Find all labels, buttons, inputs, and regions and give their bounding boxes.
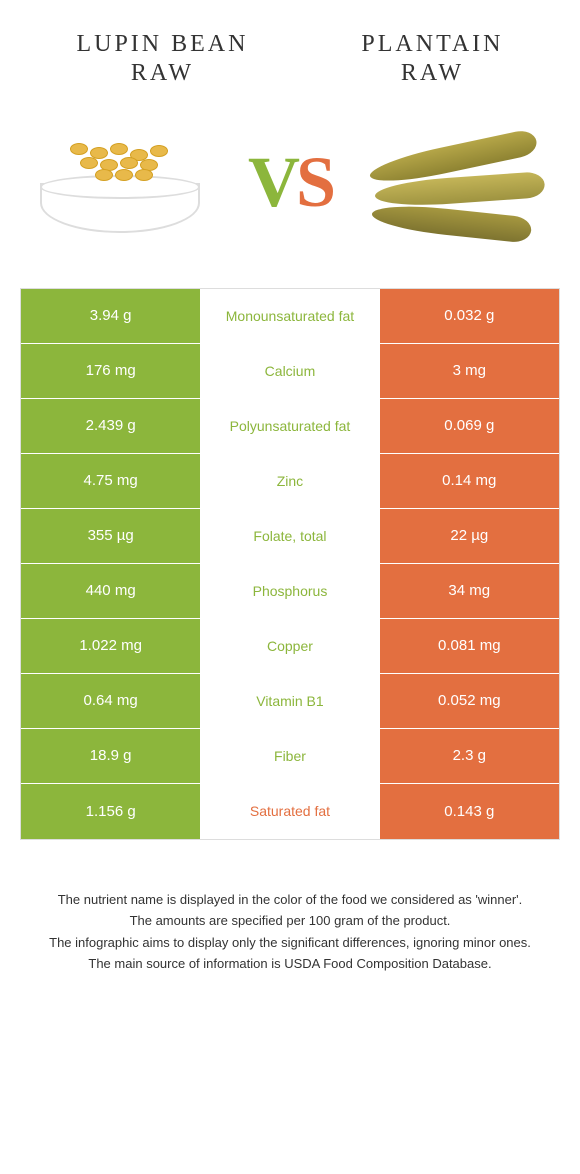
nutrient-name: Zinc — [200, 454, 379, 508]
right-food-image — [370, 123, 550, 243]
left-food-title: LUPIN BEAN RAW — [76, 30, 248, 88]
right-value: 0.14 mg — [380, 454, 559, 508]
nutrient-name: Phosphorus — [200, 564, 379, 618]
table-row: 176 mgCalcium3 mg — [21, 344, 559, 399]
right-value: 2.3 g — [380, 729, 559, 783]
table-row: 1.156 gSaturated fat0.143 g — [21, 784, 559, 839]
right-food-line2: RAW — [361, 59, 503, 88]
table-row: 2.439 gPolyunsaturated fat0.069 g — [21, 399, 559, 454]
left-value: 18.9 g — [21, 729, 200, 783]
right-value: 0.032 g — [380, 289, 559, 343]
right-value: 0.143 g — [380, 784, 559, 839]
hero-row: VS — [0, 98, 580, 278]
nutrient-name: Folate, total — [200, 509, 379, 563]
table-row: 440 mgPhosphorus34 mg — [21, 564, 559, 619]
nutrient-name: Vitamin B1 — [200, 674, 379, 728]
right-value: 34 mg — [380, 564, 559, 618]
left-value: 1.022 mg — [21, 619, 200, 673]
footer-line: The main source of information is USDA F… — [30, 954, 550, 974]
left-value: 4.75 mg — [21, 454, 200, 508]
comparison-table: 3.94 gMonounsaturated fat0.032 g176 mgCa… — [20, 288, 560, 840]
footer-line: The amounts are specified per 100 gram o… — [30, 911, 550, 931]
nutrient-name: Polyunsaturated fat — [200, 399, 379, 453]
right-value: 0.052 mg — [380, 674, 559, 728]
footer-line: The nutrient name is displayed in the co… — [30, 890, 550, 910]
header: LUPIN BEAN RAW PLANTAIN RAW — [0, 0, 580, 98]
vs-s: S — [296, 142, 332, 222]
right-value: 3 mg — [380, 344, 559, 398]
left-value: 1.156 g — [21, 784, 200, 839]
right-value: 0.069 g — [380, 399, 559, 453]
footer-notes: The nutrient name is displayed in the co… — [0, 870, 580, 996]
nutrient-name: Fiber — [200, 729, 379, 783]
left-value: 0.64 mg — [21, 674, 200, 728]
right-value: 0.081 mg — [380, 619, 559, 673]
left-value: 355 µg — [21, 509, 200, 563]
table-row: 1.022 mgCopper0.081 mg — [21, 619, 559, 674]
right-food-line1: PLANTAIN — [361, 30, 503, 59]
table-row: 3.94 gMonounsaturated fat0.032 g — [21, 289, 559, 344]
footer-line: The infographic aims to display only the… — [30, 933, 550, 953]
nutrient-name: Copper — [200, 619, 379, 673]
vs-label: VS — [248, 141, 332, 224]
table-row: 0.64 mgVitamin B10.052 mg — [21, 674, 559, 729]
right-value: 22 µg — [380, 509, 559, 563]
left-value: 176 mg — [21, 344, 200, 398]
left-food-image — [30, 123, 210, 243]
table-row: 18.9 gFiber2.3 g — [21, 729, 559, 784]
left-food-line2: RAW — [76, 59, 248, 88]
left-value: 3.94 g — [21, 289, 200, 343]
table-row: 355 µgFolate, total22 µg — [21, 509, 559, 564]
nutrient-name: Monounsaturated fat — [200, 289, 379, 343]
left-value: 440 mg — [21, 564, 200, 618]
nutrient-name: Calcium — [200, 344, 379, 398]
left-value: 2.439 g — [21, 399, 200, 453]
right-food-title: PLANTAIN RAW — [361, 30, 503, 88]
vs-v: V — [248, 142, 296, 222]
nutrient-name: Saturated fat — [200, 784, 379, 839]
table-row: 4.75 mgZinc0.14 mg — [21, 454, 559, 509]
left-food-line1: LUPIN BEAN — [76, 30, 248, 59]
